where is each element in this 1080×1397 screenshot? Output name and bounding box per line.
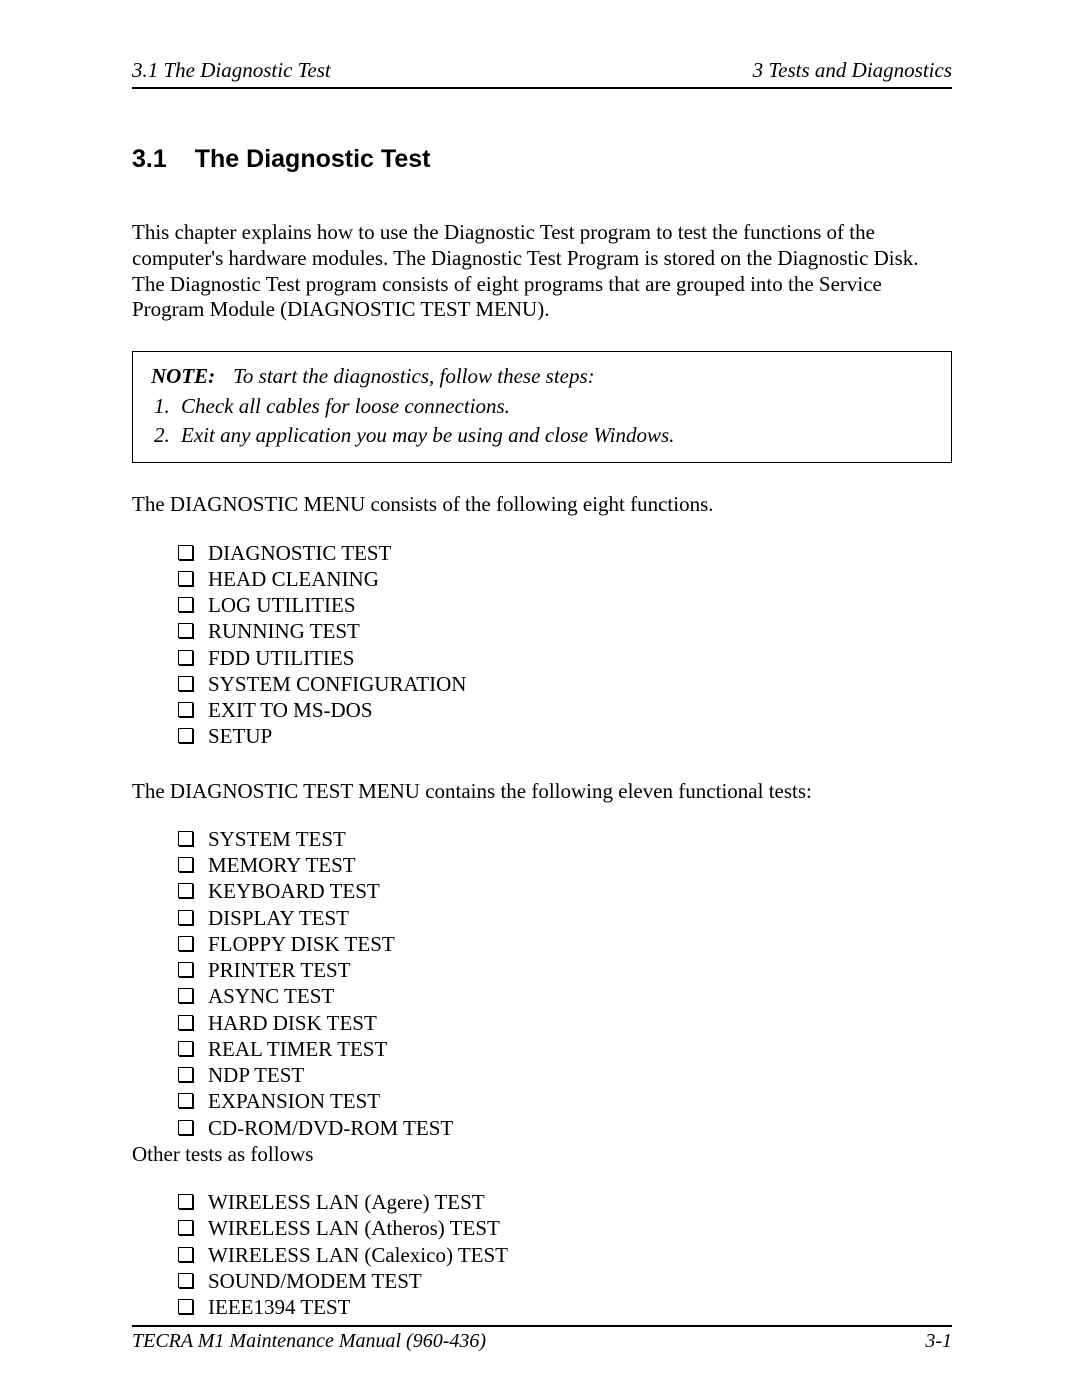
list-item: HARD DISK TEST [178,1010,952,1036]
note-lead: To start the diagnostics, follow these s… [233,364,595,388]
note-label: NOTE: [151,364,215,388]
list-item: SOUND/MODEM TEST [178,1268,952,1294]
list-item: DISPLAY TEST [178,905,952,931]
list-item: CD-ROM/DVD-ROM TEST [178,1115,952,1141]
list-item: IEEE1394 TEST [178,1294,952,1320]
list-item: EXPANSION TEST [178,1088,952,1114]
list-item: SETUP [178,723,952,749]
other-tests-list: WIRELESS LAN (Agere) TEST WIRELESS LAN (… [132,1189,952,1320]
list-item: REAL TIMER TEST [178,1036,952,1062]
list-item: HEAD CLEANING [178,566,952,592]
footer-rule [132,1325,952,1327]
note-lead-line: NOTE: To start the diagnostics, follow th… [151,362,933,391]
list-item: WIRELESS LAN (Atheros) TEST [178,1215,952,1241]
list-item: MEMORY TEST [178,852,952,878]
section-heading: 3.1 The Diagnostic Test [132,145,952,174]
list-item: ASYNC TEST [178,983,952,1009]
list-item: KEYBOARD TEST [178,878,952,904]
menu-intro-paragraph: The DIAGNOSTIC MENU consists of the foll… [132,491,952,517]
other-tests-label: Other tests as follows [132,1141,952,1167]
intro-paragraph: This chapter explains how to use the Dia… [132,220,952,323]
footer-left: TECRA M1 Maintenance Manual (960-436) [132,1330,486,1353]
note-step: Exit any application you may be using an… [175,421,933,450]
section-number: 3.1 [132,145,167,174]
footer-right: 3-1 [925,1330,952,1353]
functional-tests-list: SYSTEM TEST MEMORY TEST KEYBOARD TEST DI… [132,826,952,1141]
list-item: SYSTEM TEST [178,826,952,852]
note-steps: Check all cables for loose connections. … [151,392,933,451]
list-item: NDP TEST [178,1062,952,1088]
note-step: Check all cables for loose connections. [175,392,933,421]
list-item: FLOPPY DISK TEST [178,931,952,957]
section-title: The Diagnostic Test [195,145,431,173]
tests-intro-paragraph: The DIAGNOSTIC TEST MENU contains the fo… [132,778,952,804]
header-right: 3 Tests and Diagnostics [753,58,952,83]
running-header: 3.1 The Diagnostic Test 3 Tests and Diag… [132,58,952,89]
list-item: EXIT TO MS-DOS [178,697,952,723]
list-item: RUNNING TEST [178,618,952,644]
list-item: WIRELESS LAN (Agere) TEST [178,1189,952,1215]
list-item: PRINTER TEST [178,957,952,983]
list-item: FDD UTILITIES [178,645,952,671]
list-item: SYSTEM CONFIGURATION [178,671,952,697]
menu-functions-list: DIAGNOSTIC TEST HEAD CLEANING LOG UTILIT… [132,540,952,750]
note-box: NOTE: To start the diagnostics, follow th… [132,351,952,463]
page: 3.1 The Diagnostic Test 3 Tests and Diag… [0,0,1080,1397]
list-item: WIRELESS LAN (Calexico) TEST [178,1242,952,1268]
list-item: DIAGNOSTIC TEST [178,540,952,566]
header-left: 3.1 The Diagnostic Test [132,58,331,83]
running-footer: TECRA M1 Maintenance Manual (960-436) 3-… [132,1330,952,1353]
list-item: LOG UTILITIES [178,592,952,618]
